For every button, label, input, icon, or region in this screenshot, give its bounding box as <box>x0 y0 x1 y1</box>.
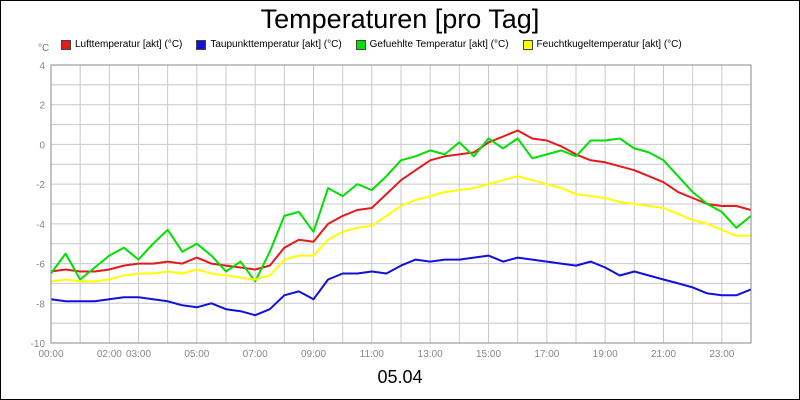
y-tick-label: 4 <box>39 61 45 72</box>
series-layer <box>50 129 752 317</box>
legend-swatch-taupunkttemperatur <box>196 40 207 50</box>
x-tick-label: 17:00 <box>534 349 559 360</box>
x-tick-label: 05:00 <box>184 349 209 360</box>
y-tick-label: 0 <box>39 140 45 151</box>
legend-swatch-gefuehlte-temperatur <box>355 40 366 50</box>
legend-swatch-lufttemperatur <box>61 40 71 50</box>
x-tick-label: 15:00 <box>476 349 501 360</box>
chart-legend: Lufttemperatur [akt] (°C) Taupunkttemper… <box>61 38 682 52</box>
x-tick-label: 13:00 <box>418 349 443 360</box>
y-tick-label: -10 <box>31 339 46 350</box>
tick-layer: -10 -8 -6 -4 -2 0 2 4 00:00 02:00 03:00 05:00 07:00 0… <box>31 61 735 360</box>
legend-item-feuchtkugeltemperatur: Feuchtkugeltemperatur [akt] (°C) <box>522 38 682 52</box>
series-line-1 <box>50 254 752 317</box>
legend-label-lufttemperatur: Lufttemperatur [akt] (°C) <box>75 39 183 50</box>
y-tick-label: -2 <box>36 180 45 191</box>
x-tick-label: 02:00 <box>97 349 122 360</box>
y-axis-unit-label: °C <box>38 43 50 54</box>
legend-label-taupunkttemperatur: Taupunkttemperatur [akt] (°C) <box>210 39 342 50</box>
legend-item-lufttemperatur: Lufttemperatur [akt] (°C) <box>61 38 182 52</box>
x-tick-label: 11:00 <box>360 349 385 360</box>
y-tick-label: 2 <box>39 101 45 112</box>
chart-title: Temperaturen [pro Tag] <box>260 4 540 34</box>
x-tick-label: 19:00 <box>593 349 618 360</box>
grid-layer <box>51 65 751 343</box>
legend-item-gefuehlte-temperatur: Gefuehlte Temperatur [akt] (°C) <box>355 38 509 52</box>
x-tick-label: 09:00 <box>301 349 326 360</box>
legend-label-feuchtkugeltemperatur: Feuchtkugeltemperatur [akt] (°C) <box>536 39 682 50</box>
date-label: 05.04 <box>377 367 423 387</box>
legend-swatch-feuchtkugeltemperatur <box>522 40 533 50</box>
x-tick-label: 21:00 <box>651 349 676 360</box>
y-tick-label: -4 <box>36 220 45 231</box>
x-tick-label: 03:00 <box>126 349 151 360</box>
x-tick-label: 23:00 <box>709 349 734 360</box>
x-tick-label: 07:00 <box>243 349 268 360</box>
series-line-3 <box>50 175 751 283</box>
y-tick-label: -8 <box>36 299 45 310</box>
legend-label-gefuehlte-temperatur: Gefuehlte Temperatur [akt] (°C) <box>369 39 509 50</box>
plot-border <box>50 64 752 344</box>
series-line-0 <box>50 129 752 273</box>
x-tick-label: 00:00 <box>38 349 63 360</box>
legend-item-taupunkttemperatur: Taupunkttemperatur [akt] (°C) <box>196 38 342 52</box>
series-line-2 <box>50 137 752 283</box>
y-tick-label: -6 <box>36 260 45 271</box>
